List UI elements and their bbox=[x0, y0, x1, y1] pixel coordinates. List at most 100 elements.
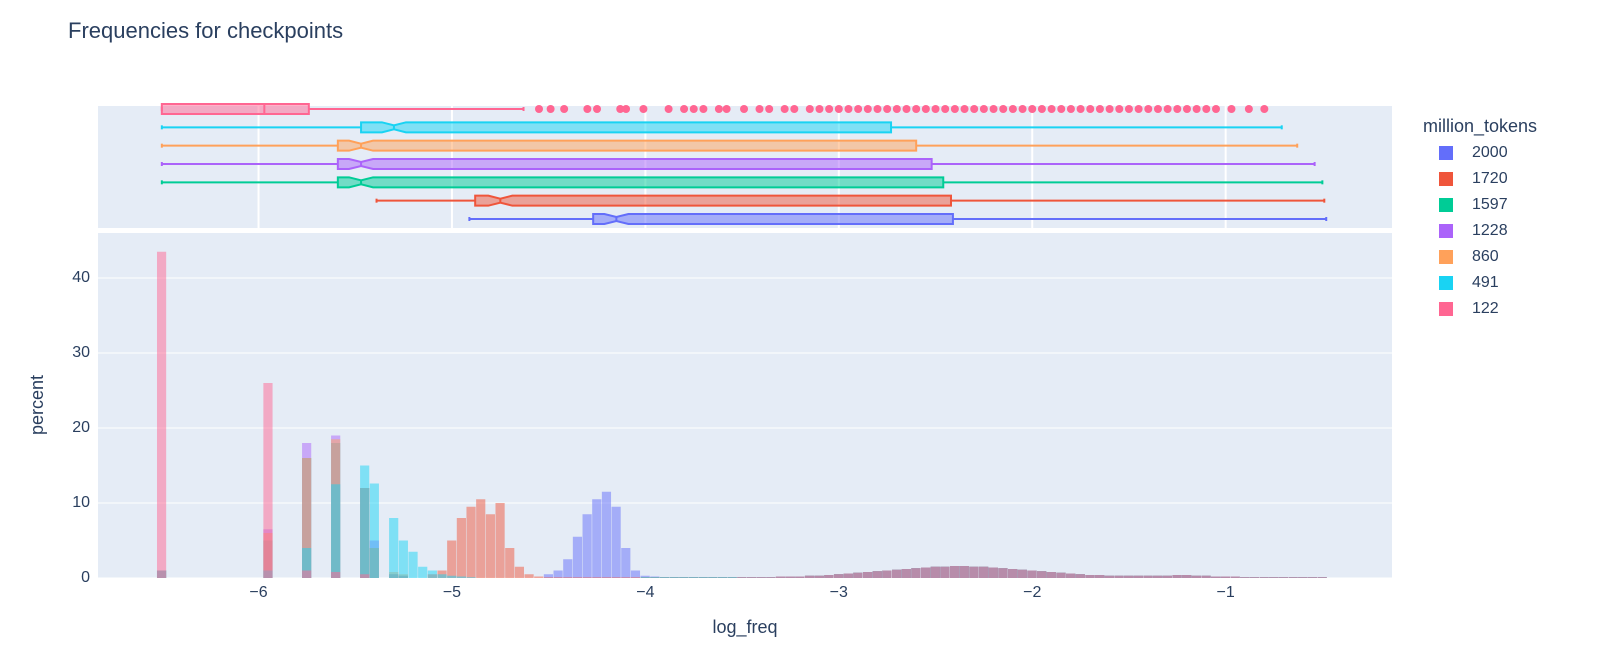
outlier bbox=[722, 105, 731, 113]
hist-bar bbox=[156, 251, 167, 578]
outlier bbox=[1202, 105, 1211, 113]
hist-bar bbox=[1182, 575, 1192, 578]
y-axis-label: percent bbox=[27, 375, 47, 435]
y-tick-label: 40 bbox=[72, 269, 90, 286]
legend-swatch bbox=[1439, 302, 1453, 316]
hist-bar bbox=[495, 503, 505, 578]
outlier bbox=[560, 105, 569, 113]
hist-bar bbox=[369, 483, 379, 578]
outlier bbox=[902, 105, 911, 113]
hist-bar bbox=[1269, 577, 1279, 578]
legend-swatch bbox=[1439, 146, 1453, 160]
hist-bar bbox=[640, 577, 650, 578]
hist-bar bbox=[524, 574, 534, 578]
outlier bbox=[790, 105, 799, 113]
outlier bbox=[680, 105, 689, 113]
hist-bar bbox=[959, 566, 969, 578]
y-tick-label: 30 bbox=[72, 344, 90, 361]
legend-label: 491 bbox=[1472, 274, 1499, 291]
hist-bar bbox=[659, 577, 670, 578]
hist-bar bbox=[485, 514, 495, 578]
hist-bar bbox=[650, 577, 660, 578]
hist-bar bbox=[1191, 575, 1201, 578]
outlier bbox=[1037, 105, 1046, 113]
hist-bar bbox=[1201, 575, 1211, 578]
hist-bar bbox=[572, 536, 583, 578]
x-tick-label: −3 bbox=[830, 584, 848, 601]
hist-bar bbox=[1259, 577, 1269, 578]
hist-bar bbox=[766, 577, 776, 578]
hist-bar bbox=[804, 575, 815, 578]
outlier bbox=[989, 105, 998, 113]
hist-bar bbox=[1124, 575, 1134, 578]
hist-bar bbox=[611, 506, 621, 578]
outlier bbox=[639, 105, 648, 113]
outlier bbox=[755, 105, 764, 113]
hist-bar bbox=[621, 577, 631, 578]
outlier bbox=[941, 105, 950, 113]
outlier bbox=[921, 105, 930, 113]
hist-bar bbox=[1075, 574, 1085, 578]
legend-label: 1597 bbox=[1472, 196, 1508, 213]
hist-bar bbox=[1095, 575, 1105, 578]
x-tick-label: −5 bbox=[443, 584, 461, 601]
hist-bar bbox=[950, 566, 960, 578]
hist-bar bbox=[1114, 575, 1124, 578]
hist-bar bbox=[1172, 575, 1182, 578]
hist-bar bbox=[553, 570, 563, 578]
outlier bbox=[740, 105, 749, 113]
outlier bbox=[1192, 105, 1201, 113]
outlier bbox=[780, 105, 789, 113]
hist-bar bbox=[582, 514, 592, 578]
outlier bbox=[970, 105, 979, 113]
hist-bar bbox=[795, 576, 805, 578]
hist-bar bbox=[476, 499, 486, 578]
hist-bar bbox=[466, 506, 476, 578]
legend-title: million_tokens bbox=[1423, 116, 1537, 137]
hist-bar bbox=[534, 576, 544, 578]
hist-bar bbox=[814, 575, 824, 578]
hist-bar bbox=[1153, 575, 1163, 578]
legend-swatch bbox=[1439, 172, 1453, 186]
hist-bar bbox=[979, 566, 989, 578]
hist-bar bbox=[592, 577, 602, 578]
hist-bar bbox=[621, 548, 631, 578]
y-tick-label: 10 bbox=[72, 494, 90, 511]
hist-bar bbox=[302, 458, 312, 578]
hist-bar bbox=[1037, 571, 1047, 578]
legend-label: 122 bbox=[1472, 300, 1499, 317]
legend-swatch bbox=[1439, 276, 1453, 290]
hist-bar bbox=[302, 570, 312, 578]
outlier bbox=[854, 105, 863, 113]
box bbox=[336, 158, 933, 170]
hist-bar bbox=[1240, 577, 1250, 578]
hist-bar bbox=[892, 569, 902, 578]
hist-bar bbox=[882, 570, 892, 578]
hist-bar bbox=[775, 576, 786, 578]
outlier bbox=[960, 105, 969, 113]
box bbox=[160, 103, 310, 115]
hist-bar bbox=[1307, 577, 1318, 578]
outlier bbox=[1076, 105, 1085, 113]
hist-bar bbox=[360, 465, 370, 578]
hist-bar bbox=[408, 551, 418, 578]
hist-bar bbox=[1104, 575, 1114, 578]
outlier bbox=[1211, 105, 1220, 113]
legend-swatch bbox=[1439, 198, 1453, 212]
outlier bbox=[1227, 105, 1236, 113]
hist-bar bbox=[737, 577, 747, 578]
x-tick-label: −1 bbox=[1217, 584, 1235, 601]
hist-bar bbox=[930, 566, 940, 578]
hist-bar bbox=[901, 569, 911, 578]
hist-bar bbox=[456, 576, 466, 578]
hist-bar bbox=[727, 577, 737, 578]
hist-bar bbox=[911, 568, 921, 578]
hist-bar bbox=[611, 577, 621, 578]
hist-bar bbox=[601, 577, 612, 578]
hist-bar bbox=[679, 577, 689, 578]
hist-bar bbox=[630, 577, 641, 578]
outlier bbox=[622, 105, 631, 113]
hist-bar bbox=[331, 484, 341, 578]
hist-bar bbox=[698, 577, 708, 578]
